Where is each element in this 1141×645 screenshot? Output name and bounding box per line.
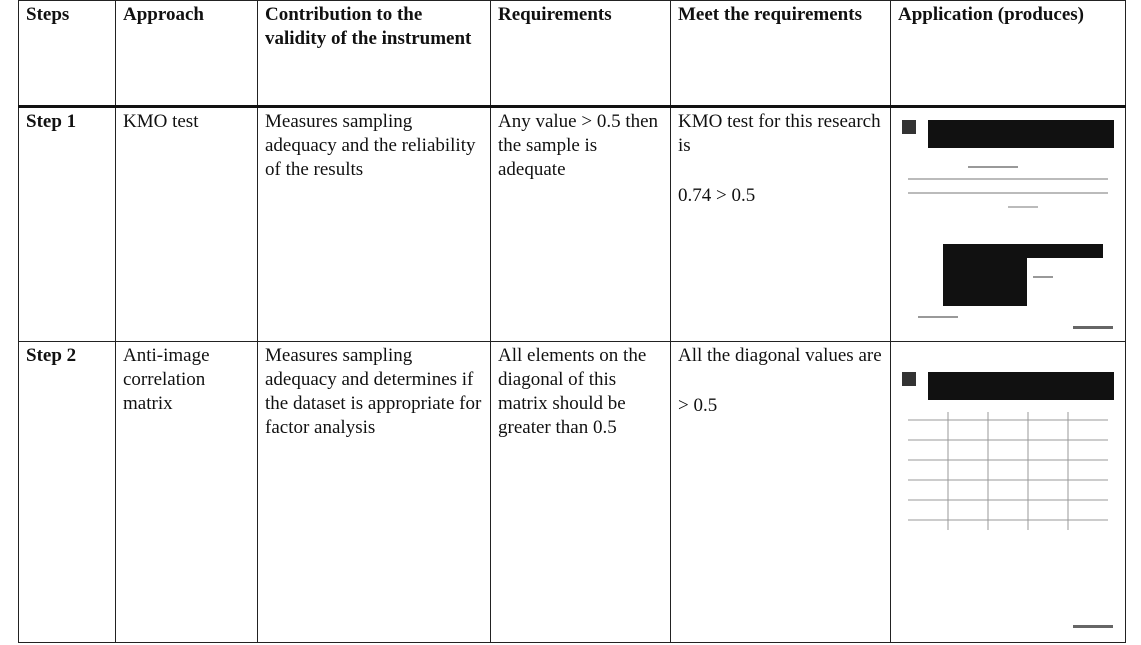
cell: All the diagonal values are > 0.5 [670,341,891,643]
text: 0.74 > 0.5 [678,185,756,206]
cell [890,106,1126,342]
cell: Step 1 [18,106,116,342]
cell: Anti-image correlation matrix [115,341,258,643]
cell: All elements on the diagonal of this mat… [490,341,671,643]
text: KMO test for this research is [678,111,881,156]
cell: Measures sampling adequacy and the relia… [257,106,491,342]
header-cell: Application (produces) [890,0,1126,108]
header-cell: Approach [115,0,258,108]
slide-thumbnail [902,120,1114,329]
header-cell: Meet the requirements [670,0,891,108]
cell: Measures sampling adequacy and determine… [257,341,491,643]
header-cell: Contribution to the validity of the inst… [257,0,491,108]
cell: Step 2 [18,341,116,643]
cell [890,341,1126,643]
cell: KMO test for this research is 0.74 > 0.5 [670,106,891,342]
cell: Any value > 0.5 then the sample is adequ… [490,106,671,342]
cell: KMO test [115,106,258,342]
text: > 0.5 [678,395,718,416]
header-row: Steps Approach Contribution to the valid… [18,0,1126,108]
header-cell: Steps [18,0,116,108]
slide-thumbnail [902,372,1114,628]
header-cell: Requirements [490,0,671,108]
table: Steps Approach Contribution to the valid… [18,0,1126,643]
text: All the diagonal values are [678,345,882,366]
row: Step 1 KMO test Measures sampling adequa… [18,106,1126,342]
row: Step 2 Anti-image correlation matrix Mea… [18,341,1126,643]
